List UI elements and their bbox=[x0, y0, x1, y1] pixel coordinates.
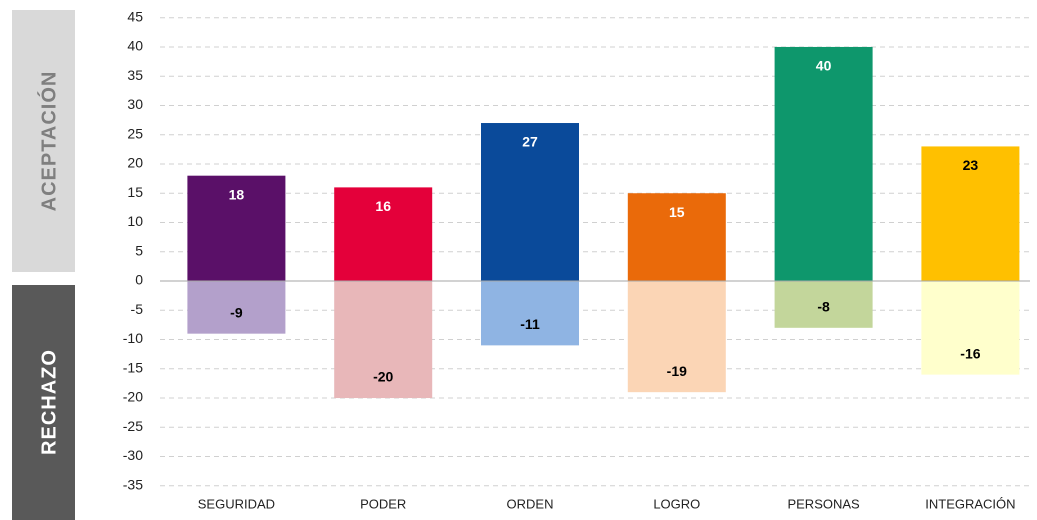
value-label: -19 bbox=[667, 363, 687, 379]
y-tick-label: 40 bbox=[127, 38, 143, 54]
bar bbox=[481, 123, 579, 282]
value-label: 18 bbox=[229, 186, 245, 202]
bar bbox=[334, 281, 433, 399]
y-tick-label: -5 bbox=[131, 301, 144, 317]
y-tick-label: 15 bbox=[127, 184, 143, 200]
value-label: -8 bbox=[817, 299, 830, 315]
value-label: 27 bbox=[522, 134, 538, 150]
y-tick-label: 0 bbox=[135, 272, 143, 288]
y-tick-label: 45 bbox=[127, 8, 143, 24]
value-label: -9 bbox=[230, 304, 243, 320]
bar bbox=[627, 281, 726, 393]
reject-label: RECHAZO bbox=[38, 349, 60, 455]
y-tick-label: -35 bbox=[123, 477, 143, 493]
y-tick-label: -30 bbox=[123, 447, 143, 463]
bar bbox=[187, 281, 286, 334]
y-tick-label: -10 bbox=[123, 330, 143, 346]
x-tick-label: ORDEN bbox=[507, 496, 554, 511]
accept-label: ACEPTACIÓN bbox=[36, 71, 60, 212]
bar bbox=[921, 146, 1020, 282]
y-tick-label: 20 bbox=[127, 155, 143, 171]
x-tick-label: INTEGRACIÓN bbox=[925, 496, 1015, 511]
value-label: -16 bbox=[960, 345, 980, 361]
value-label: 15 bbox=[669, 204, 685, 220]
bar bbox=[187, 175, 286, 282]
x-tick-label: PODER bbox=[360, 496, 406, 511]
y-tick-label: 10 bbox=[127, 213, 143, 229]
x-tick-label: SEGURIDAD bbox=[198, 496, 275, 511]
y-tick-label: -25 bbox=[123, 418, 143, 434]
bar bbox=[774, 46, 873, 282]
y-tick-label: -15 bbox=[123, 359, 143, 375]
value-label: -11 bbox=[520, 316, 540, 332]
value-label: 23 bbox=[963, 157, 979, 173]
value-label: 16 bbox=[375, 198, 391, 214]
accept-band bbox=[12, 10, 75, 272]
y-tick-label: 25 bbox=[127, 125, 143, 141]
y-tick-label: -20 bbox=[123, 389, 143, 405]
y-tick-label: 30 bbox=[127, 96, 143, 112]
bar bbox=[774, 281, 873, 328]
value-label: 40 bbox=[816, 58, 832, 74]
x-tick-label: PERSONAS bbox=[787, 496, 860, 511]
y-tick-label: 5 bbox=[135, 242, 143, 258]
x-tick-label: LOGRO bbox=[653, 496, 700, 511]
bar bbox=[627, 193, 726, 282]
bar bbox=[334, 187, 433, 282]
value-label: -20 bbox=[373, 369, 393, 385]
bar bbox=[481, 281, 579, 346]
bar bbox=[921, 281, 1020, 375]
y-tick-label: 35 bbox=[127, 67, 143, 83]
reject-band bbox=[12, 285, 75, 520]
